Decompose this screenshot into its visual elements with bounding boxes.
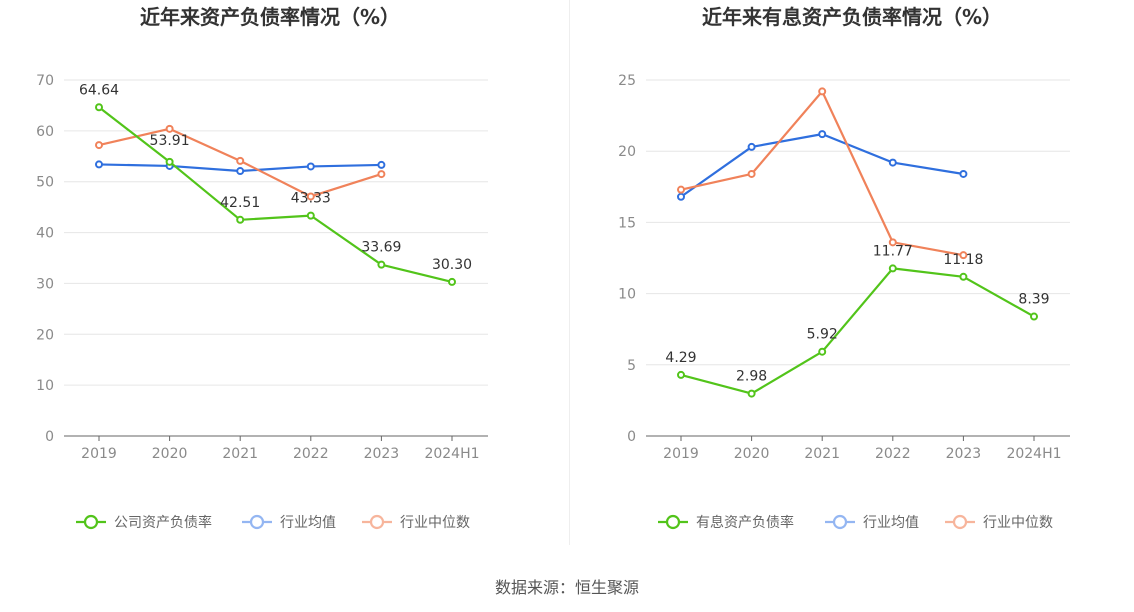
data-point [165, 124, 174, 133]
y-tick-label: 0 [627, 429, 636, 445]
legend-label: 公司资产负债率 [114, 514, 212, 531]
legend-marker [249, 514, 265, 530]
data-label: 42.51 [220, 195, 260, 211]
data-point [377, 160, 386, 169]
data-point [818, 347, 827, 356]
chart-title: 近年来有息资产负债率情况（%） [702, 5, 1002, 29]
data-label: 53.91 [150, 133, 190, 149]
y-tick-label: 60 [36, 124, 54, 140]
legend-label: 行业均值 [280, 515, 336, 531]
legend-label: 有息资产负债率 [696, 514, 794, 531]
data-point [959, 251, 968, 260]
data-label: 2.98 [736, 369, 767, 385]
data-point [95, 141, 103, 150]
y-tick-label: 25 [618, 73, 636, 89]
data-label: 64.64 [79, 82, 119, 98]
x-tick-label: 2021 [222, 446, 258, 462]
data-point [747, 169, 756, 178]
y-tick-label: 10 [618, 287, 636, 303]
data-point [377, 170, 386, 179]
data-point [1030, 312, 1038, 321]
x-tick-label: 2023 [946, 446, 982, 462]
data-point [747, 389, 756, 398]
data-point [236, 167, 245, 176]
series-line [98, 106, 453, 283]
x-tick-label: 2022 [875, 446, 911, 462]
data-label: 33.69 [361, 240, 401, 256]
x-tick-label: 2024H1 [424, 446, 479, 462]
data-point [236, 215, 245, 224]
legend-marker [369, 514, 385, 530]
data-label: 4.29 [665, 350, 696, 366]
data-label: 11.77 [873, 243, 913, 259]
data-label: 43.33 [291, 191, 331, 207]
data-label: 8.39 [1018, 292, 1049, 308]
data-point [95, 160, 103, 169]
legend-label: 行业均值 [863, 515, 919, 531]
legend-marker [832, 514, 848, 530]
data-point [677, 185, 685, 194]
chart-title: 近年来资产负债率情况（%） [140, 5, 400, 29]
x-tick-label: 2020 [152, 446, 188, 462]
data-point [959, 169, 968, 178]
legend-label: 行业中位数 [983, 515, 1053, 531]
legend-marker [952, 514, 968, 530]
data-point [888, 238, 897, 247]
series-line [680, 133, 964, 198]
chart-0: 近年来资产负债率情况（%） 0 10 20 30 40 50 60 70 2019 2020 2021… [36, 5, 488, 531]
y-tick-label: 70 [36, 73, 54, 89]
y-tick-label: 15 [618, 215, 636, 231]
data-point [677, 192, 685, 201]
data-point [306, 211, 315, 220]
data-point [448, 277, 456, 286]
chart-divider [569, 0, 570, 545]
x-tick-label: 2022 [293, 446, 329, 462]
data-point [377, 260, 386, 269]
data-point [888, 264, 897, 273]
x-tick-label: 2023 [364, 446, 400, 462]
y-tick-label: 40 [36, 226, 54, 242]
data-label: 30.30 [432, 257, 472, 273]
series-line [680, 90, 964, 257]
x-tick-label: 2021 [804, 446, 840, 462]
data-point [677, 370, 685, 379]
data-point [888, 158, 897, 167]
series-line [680, 267, 1035, 395]
data-point [959, 272, 968, 281]
y-tick-label: 50 [36, 175, 54, 191]
y-tick-label: 30 [36, 276, 54, 292]
data-point [165, 157, 174, 166]
data-label: 5.92 [807, 327, 838, 343]
legend-marker [83, 514, 99, 530]
data-point [818, 130, 827, 139]
data-point [95, 103, 103, 112]
y-tick-label: 20 [36, 327, 54, 343]
data-point [747, 142, 756, 151]
data-point [236, 156, 245, 165]
y-tick-label: 0 [45, 429, 54, 445]
y-tick-label: 10 [36, 378, 54, 394]
legend-marker [665, 514, 681, 530]
chart-1: 近年来有息资产负债率情况（%） 0 5 10 15 20 25 2019 2020 2021 202… [618, 5, 1070, 531]
x-tick-label: 2020 [734, 446, 770, 462]
data-label: 11.18 [943, 252, 983, 268]
data-point [306, 192, 315, 201]
y-tick-label: 20 [618, 144, 636, 160]
data-point [306, 162, 315, 171]
y-tick-label: 5 [627, 358, 636, 374]
x-tick-label: 2019 [663, 446, 699, 462]
data-point [818, 87, 827, 96]
data-source-note: 数据来源：恒生聚源 [494, 578, 639, 597]
x-tick-label: 2019 [81, 446, 117, 462]
legend-label: 行业中位数 [400, 515, 470, 531]
x-tick-label: 2024H1 [1006, 446, 1061, 462]
